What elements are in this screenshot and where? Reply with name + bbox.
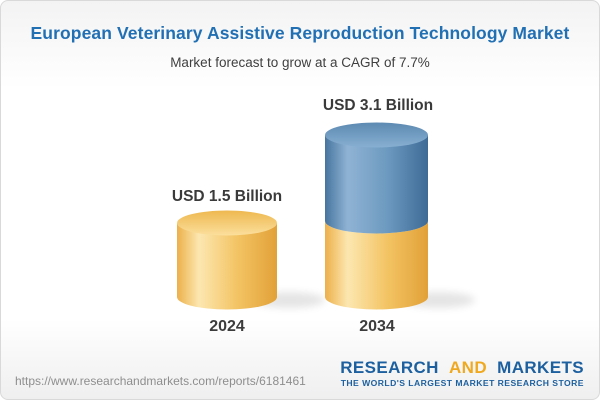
logo-word-research: RESEARCH bbox=[340, 358, 439, 377]
axis-label-2034: 2034 bbox=[359, 318, 395, 335]
research-and-markets-logo: RESEARCH AND MARKETS THE WORLD'S LARGEST… bbox=[340, 359, 584, 388]
bar-2034-base-segment bbox=[325, 221, 428, 310]
bar-2024-top bbox=[177, 210, 277, 236]
logo-tagline: THE WORLD'S LARGEST MARKET RESEARCH STOR… bbox=[340, 378, 584, 388]
logo-wordmark: RESEARCH AND MARKETS bbox=[340, 359, 584, 376]
value-label-2034: USD 3.1 Billion bbox=[322, 97, 434, 114]
report-url: https://www.researchandmarkets.com/repor… bbox=[15, 374, 306, 388]
value-label-2024: USD 1.5 Billion bbox=[171, 188, 283, 205]
bar-2024-body bbox=[177, 223, 277, 310]
page-subtitle: Market forecast to grow at a CAGR of 7.7… bbox=[170, 55, 430, 70]
bar-2034-growth-segment bbox=[325, 135, 428, 234]
logo-word-markets: MARKETS bbox=[497, 358, 584, 377]
page-title: European Veterinary Assistive Reproducti… bbox=[30, 23, 570, 43]
logo-word-and: AND bbox=[448, 358, 488, 377]
axis-label-2024: 2024 bbox=[209, 318, 245, 335]
bar-2034-top bbox=[325, 122, 428, 148]
